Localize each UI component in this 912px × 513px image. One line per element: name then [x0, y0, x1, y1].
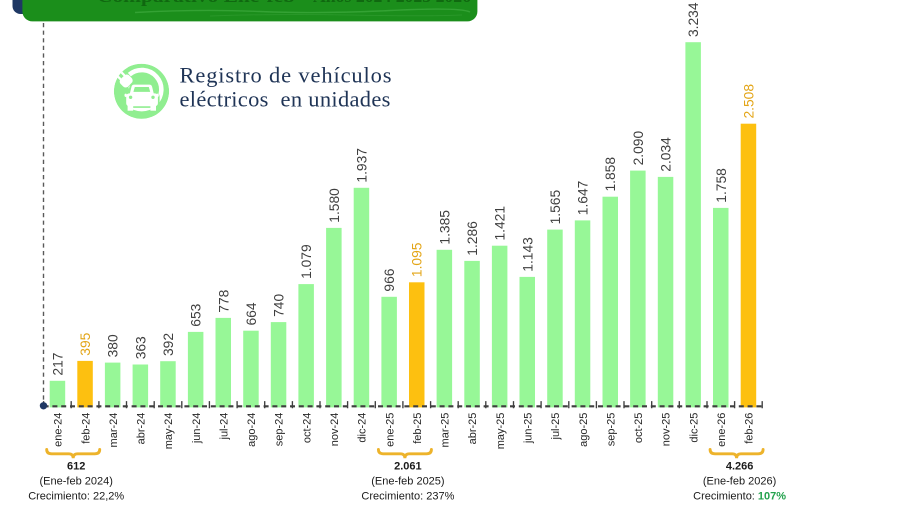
svg-text:nov-24: nov-24: [329, 413, 341, 447]
svg-text:1.095: 1.095: [410, 242, 425, 277]
svg-text:2.508: 2.508: [741, 84, 756, 119]
svg-text:feb-25: feb-25: [412, 413, 424, 444]
svg-text:1.385: 1.385: [437, 210, 452, 245]
svg-text:mar-24: mar-24: [108, 413, 120, 448]
svg-text:ene-25: ene-25: [384, 413, 396, 447]
svg-text:Comparativo Ene-feb: Comparativo Ene-feb: [97, 0, 295, 6]
svg-text:eléctricos en unidades: eléctricos en unidades: [180, 86, 391, 111]
svg-text:3.234: 3.234: [686, 2, 701, 37]
svg-text:Crecimiento: 237%: Crecimiento: 237%: [361, 490, 454, 502]
svg-text:2.034: 2.034: [659, 137, 674, 172]
svg-text:653: 653: [189, 303, 204, 326]
svg-text:392: 392: [161, 333, 176, 356]
svg-text:abr-24: abr-24: [136, 413, 148, 445]
svg-text:feb-24: feb-24: [80, 413, 92, 444]
svg-text:966: 966: [382, 268, 397, 291]
svg-text:1.647: 1.647: [576, 181, 591, 216]
svg-text:may-24: may-24: [163, 413, 175, 450]
svg-text:1.580: 1.580: [327, 188, 342, 223]
svg-text:380: 380: [106, 334, 121, 357]
svg-text:395: 395: [78, 332, 93, 355]
svg-text:dic-24: dic-24: [357, 413, 369, 443]
svg-text:may-25: may-25: [495, 413, 507, 450]
svg-text:2.061: 2.061: [394, 461, 422, 473]
svg-text:778: 778: [216, 289, 231, 312]
svg-text:sep-25: sep-25: [605, 413, 617, 447]
svg-text:1.079: 1.079: [299, 244, 314, 279]
svg-text:1.421: 1.421: [493, 206, 508, 241]
svg-text:oct-25: oct-25: [633, 413, 645, 444]
svg-text:abr-25: abr-25: [467, 413, 479, 445]
svg-text:217: 217: [50, 353, 65, 376]
svg-text:Crecimiento: 107%: Crecimiento: 107%: [693, 490, 786, 502]
svg-text:1.565: 1.565: [548, 190, 563, 225]
svg-text:jun-25: jun-25: [523, 413, 535, 445]
svg-text:oct-24: oct-24: [301, 413, 313, 444]
svg-text:jul-24: jul-24: [219, 413, 231, 441]
svg-text:1.286: 1.286: [465, 221, 480, 256]
svg-text:4.266: 4.266: [726, 461, 754, 473]
svg-text:(Ene-feb 2026): (Ene-feb 2026): [703, 476, 776, 488]
svg-text:ene-26: ene-26: [716, 413, 728, 447]
svg-text:ago-24: ago-24: [246, 413, 258, 447]
svg-text:Crecimiento: 22,2%: Crecimiento: 22,2%: [28, 490, 124, 502]
svg-text:jun-24: jun-24: [191, 413, 203, 445]
svg-text:(Ene-feb 2024): (Ene-feb 2024): [40, 476, 113, 488]
svg-text:1.937: 1.937: [355, 148, 370, 183]
svg-text:sep-24: sep-24: [274, 413, 286, 447]
svg-text:mar-25: mar-25: [440, 413, 452, 448]
svg-text:feb-26: feb-26: [744, 413, 756, 444]
svg-text:nov-25: nov-25: [661, 413, 673, 447]
svg-text:Años 2024 2025 2026: Años 2024 2025 2026: [313, 0, 471, 6]
svg-text:664: 664: [244, 302, 259, 325]
svg-text:jul-25: jul-25: [550, 413, 562, 441]
svg-text:740: 740: [272, 294, 287, 317]
svg-text:612: 612: [67, 461, 85, 473]
svg-text:(Ene-feb 2025): (Ene-feb 2025): [371, 476, 444, 488]
svg-text:1.143: 1.143: [520, 237, 535, 272]
svg-text:ene-24: ene-24: [53, 413, 65, 447]
svg-text:1.758: 1.758: [714, 168, 729, 203]
svg-text:dic-25: dic-25: [688, 413, 700, 443]
svg-text:ago-25: ago-25: [578, 413, 590, 447]
svg-text:363: 363: [133, 336, 148, 359]
svg-text:1.858: 1.858: [603, 157, 618, 192]
svg-text:Registro de vehículos: Registro de vehículos: [180, 63, 393, 88]
svg-text:2.090: 2.090: [631, 131, 646, 166]
